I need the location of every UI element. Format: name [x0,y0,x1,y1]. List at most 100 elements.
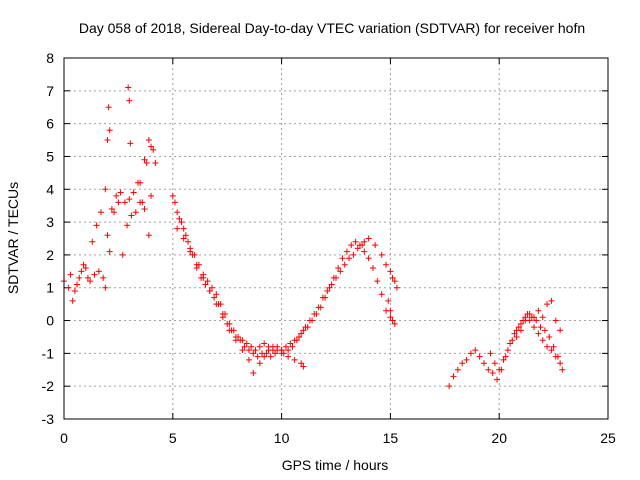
data-point [446,383,453,390]
data-point [537,324,544,331]
data-point [544,343,551,350]
data-point [169,192,176,199]
data-point [315,304,322,311]
data-point [387,268,394,275]
data-point [248,343,255,350]
data-point [372,242,379,249]
data-point [517,327,524,334]
data-point [389,274,396,281]
data-point [298,330,305,337]
x-tick-labels: 0 5 10 15 20 25 [60,430,616,446]
x-tick-label: 10 [274,430,290,446]
data-point [302,324,309,331]
data-point [531,314,538,321]
data-point [250,350,257,357]
data-point [245,356,252,363]
data-point [348,242,355,249]
data-point [141,156,148,163]
axis-ticks [63,57,609,420]
data-point [311,310,318,317]
data-point [267,353,274,360]
data-point [324,288,331,295]
data-point [119,251,126,258]
data-point [328,281,335,288]
data-point [137,179,144,186]
data-point [250,370,257,377]
data-point [256,360,263,367]
y-tick-label: -2 [42,378,55,394]
data-point [91,271,98,278]
data-point [389,317,396,324]
data-point [100,274,107,281]
data-point [148,192,155,199]
data-point [105,104,112,111]
data-point [552,353,559,360]
data-point [480,360,487,367]
data-point [106,127,113,134]
data-point [274,347,281,354]
data-point [254,353,261,360]
data-point [128,212,135,219]
data-point [526,310,533,317]
data-point [102,284,109,291]
data-point [111,209,118,216]
data-point [213,291,220,298]
data-point [487,350,494,357]
data-point [174,225,181,232]
data-point [84,274,91,281]
data-point [261,353,268,360]
data-point [200,274,207,281]
data-point [124,222,131,229]
data-point [491,360,498,367]
data-point [193,261,200,268]
y-tick-labels: -3 -2 -1 0 1 2 3 4 5 6 7 8 [42,50,55,427]
data-point [130,189,137,196]
data-point [343,248,350,255]
data-point [102,186,109,193]
data-point [496,366,503,373]
data-point [187,248,194,255]
data-point [546,333,553,340]
data-point [189,251,196,258]
data-point [263,350,270,357]
data-point [289,343,296,350]
data-point [548,347,555,354]
data-point [339,255,346,262]
data-point [126,97,133,104]
data-point [132,209,139,216]
data-point [239,347,246,354]
data-point [97,209,104,216]
data-point [82,265,89,272]
data-point [202,281,209,288]
data-point [143,160,150,167]
data-point [150,146,157,153]
data-point [206,288,213,295]
y-tick-label: 8 [46,50,54,66]
data-point [126,196,133,203]
grid-lines [64,58,608,419]
data-point [74,281,81,288]
data-point [467,350,474,357]
y-axis-label: SDTVAR / TECUs [5,182,21,294]
data-point [494,376,501,383]
data-point [387,307,394,314]
data-point [115,199,122,206]
data-point [485,366,492,373]
data-point [219,314,226,321]
data-point [374,278,381,285]
data-point [76,274,83,281]
data-point [335,265,342,272]
data-point [106,248,113,255]
data-point [378,251,385,258]
data-point [285,353,292,360]
data-point [278,350,285,357]
data-point [69,297,76,304]
data-point [145,232,152,239]
data-point [121,199,128,206]
data-point [93,222,100,229]
data-point [272,350,279,357]
y-tick-label: 7 [46,83,54,99]
y-tick-label: 1 [46,280,54,296]
data-point [282,343,289,350]
